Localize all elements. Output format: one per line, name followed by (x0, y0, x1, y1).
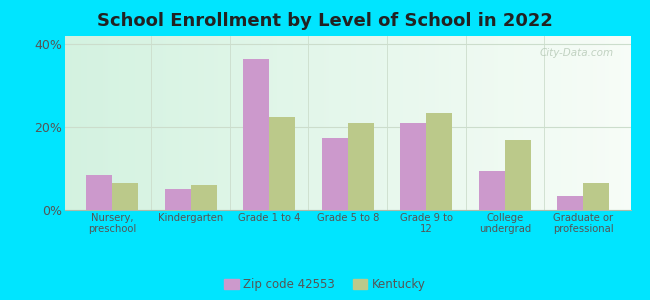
Bar (164, 189, 190, 210)
Bar (243, 59, 269, 210)
Bar (400, 123, 426, 210)
Text: School Enrollment by Level of School in 2022: School Enrollment by Level of School in … (97, 12, 553, 30)
Bar (190, 185, 216, 210)
Bar (112, 183, 138, 210)
Bar (584, 183, 609, 210)
Bar (479, 171, 505, 210)
Bar (348, 123, 374, 210)
Bar (505, 140, 531, 210)
Legend: Zip code 42553, Kentucky: Zip code 42553, Kentucky (224, 278, 426, 291)
Bar (269, 117, 295, 210)
Bar (86, 175, 112, 210)
Bar (426, 112, 452, 210)
Text: City-Data.com: City-Data.com (540, 48, 614, 58)
Bar (558, 196, 584, 210)
Bar (322, 137, 348, 210)
